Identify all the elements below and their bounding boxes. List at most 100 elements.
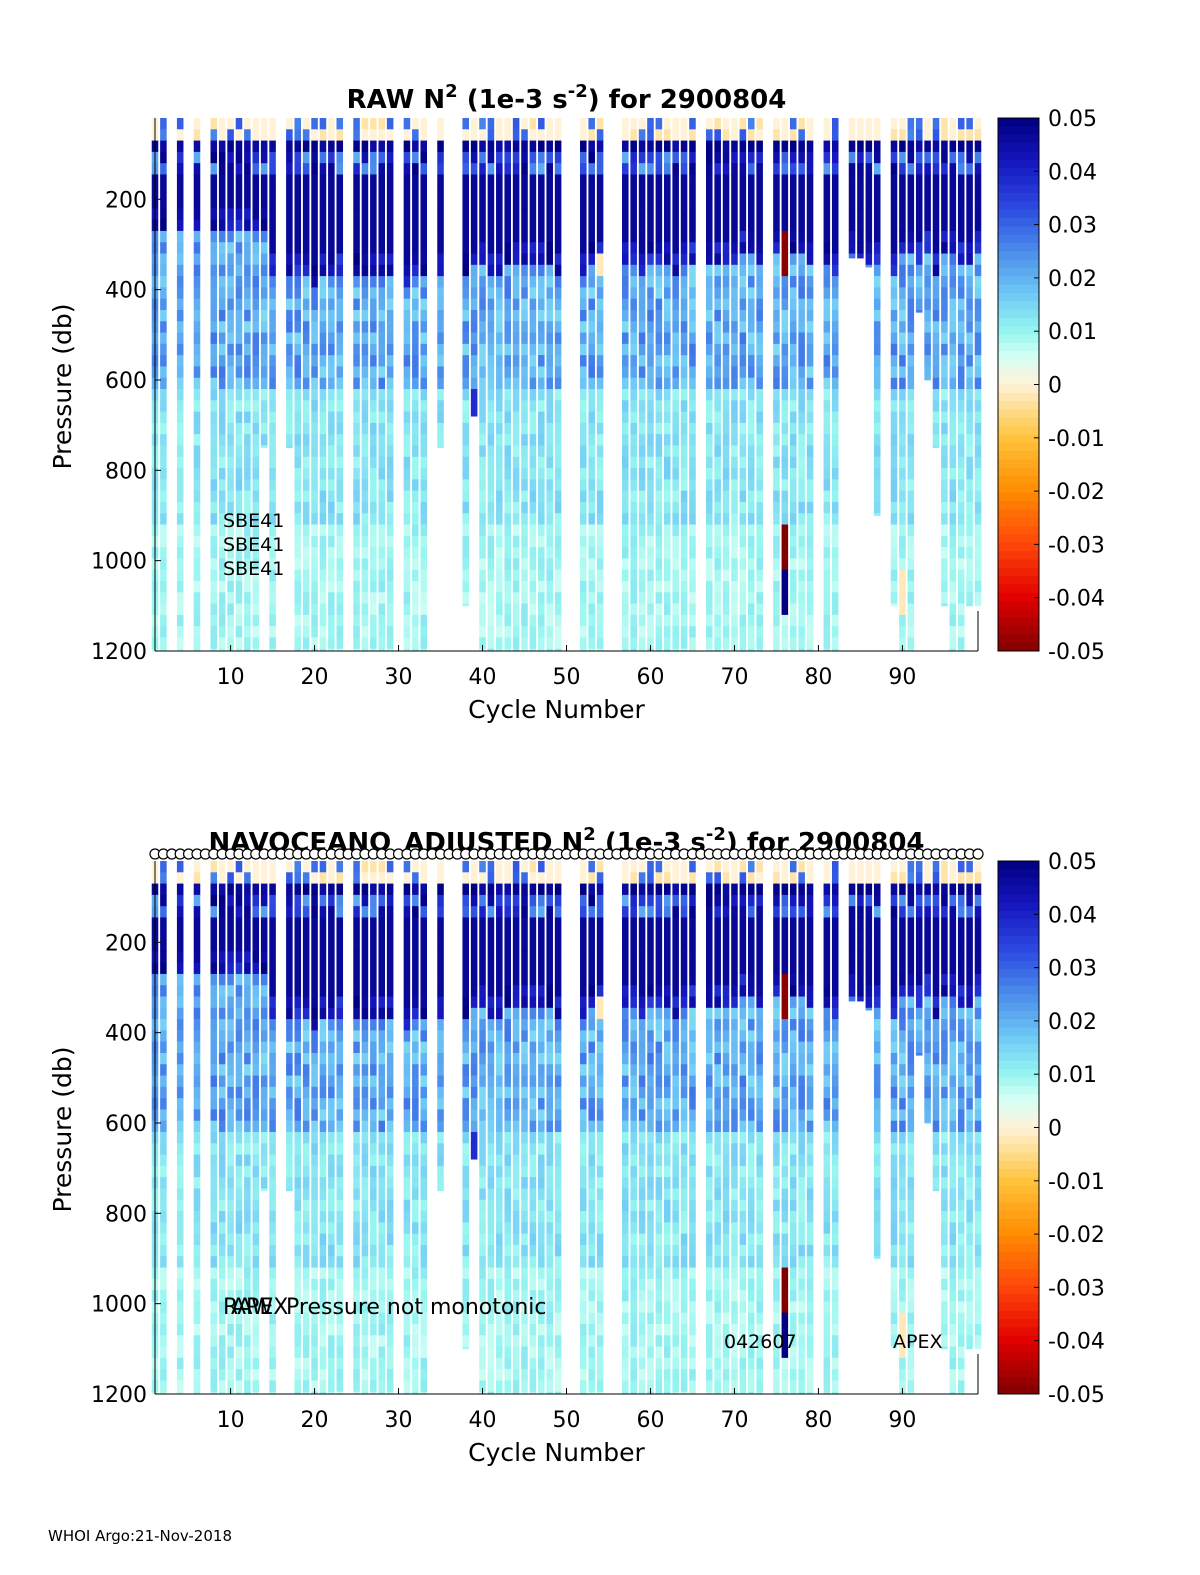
data-cell xyxy=(386,197,394,209)
data-cell xyxy=(176,1165,184,1178)
data-cell xyxy=(873,230,881,243)
data-cell xyxy=(941,287,948,300)
data-cell xyxy=(966,253,973,266)
data-cell xyxy=(361,479,369,492)
data-cell xyxy=(521,253,528,266)
data-cell xyxy=(596,445,604,458)
data-cell xyxy=(689,411,696,424)
data-cell xyxy=(462,592,469,604)
data-cell xyxy=(756,456,763,469)
data-cell xyxy=(538,264,545,277)
data-cell xyxy=(496,580,503,593)
data-cell xyxy=(655,264,663,277)
data-cell xyxy=(529,309,537,322)
data-cell xyxy=(336,343,344,356)
data-cell xyxy=(260,1188,268,1192)
data-cell xyxy=(865,140,873,153)
data-cell xyxy=(361,1109,369,1122)
data-cell xyxy=(747,524,755,537)
data-cell xyxy=(554,185,562,198)
data-cell xyxy=(386,951,394,964)
data-cell xyxy=(294,355,302,367)
data-cell xyxy=(638,569,646,582)
data-cell xyxy=(714,558,721,571)
data-cell xyxy=(386,118,394,130)
data-cell xyxy=(554,614,562,627)
data-cell xyxy=(731,490,738,503)
data-cell xyxy=(193,614,201,627)
data-cell xyxy=(370,1165,377,1178)
data-cell xyxy=(672,309,679,322)
data-cell xyxy=(596,219,604,232)
data-cell xyxy=(580,219,587,232)
data-cell xyxy=(252,208,260,221)
data-cell xyxy=(269,468,276,480)
data-cell xyxy=(235,355,243,367)
data-cell xyxy=(705,490,713,503)
data-cell xyxy=(739,174,747,187)
data-cell xyxy=(193,468,201,480)
data-cell xyxy=(218,535,226,548)
data-cell xyxy=(873,151,881,164)
data-cell xyxy=(294,558,302,571)
data-cell xyxy=(949,524,957,537)
data-cell xyxy=(689,569,696,582)
data-cell xyxy=(907,445,915,458)
data-cell xyxy=(235,118,243,130)
data-cell xyxy=(966,219,973,232)
data-cell xyxy=(302,1007,310,1020)
data-cell xyxy=(899,479,906,492)
data-cell xyxy=(235,1075,243,1088)
data-cell xyxy=(521,185,528,198)
data-cell xyxy=(302,973,310,986)
data-cell xyxy=(941,490,948,503)
data-cell xyxy=(235,264,243,277)
data-cell xyxy=(302,1369,310,1381)
data-cell xyxy=(227,163,234,175)
data-cell xyxy=(193,400,201,413)
data-cell xyxy=(538,603,545,616)
data-cell xyxy=(789,276,797,288)
data-cell xyxy=(890,524,898,537)
data-cell xyxy=(974,513,982,525)
data-cell xyxy=(235,276,243,288)
data-cell xyxy=(311,1098,318,1110)
data-cell xyxy=(260,219,268,232)
data-cell xyxy=(403,468,411,480)
data-cell xyxy=(218,973,226,986)
data-cell xyxy=(244,883,251,896)
data-cell xyxy=(890,456,898,469)
data-cell xyxy=(235,422,243,435)
data-cell xyxy=(747,242,755,254)
cycle-column xyxy=(546,118,553,652)
data-cell xyxy=(521,603,528,616)
data-cell xyxy=(361,1041,369,1054)
data-cell xyxy=(193,603,201,616)
data-cell xyxy=(378,1391,386,1395)
data-cell xyxy=(873,434,881,446)
data-cell xyxy=(227,1312,234,1325)
data-cell xyxy=(554,535,562,548)
data-cell xyxy=(638,524,646,537)
data-cell xyxy=(731,389,738,401)
data-cell xyxy=(319,1267,327,1280)
data-cell xyxy=(899,264,906,277)
data-cell xyxy=(672,118,679,130)
data-cell xyxy=(302,490,310,503)
colorbar-tick-label: 0.03 xyxy=(1048,214,1097,239)
data-cell xyxy=(957,524,965,537)
data-cell xyxy=(353,580,360,593)
data-cell xyxy=(260,242,268,254)
data-cell xyxy=(798,501,805,514)
data-cell xyxy=(504,422,511,435)
data-cell xyxy=(873,479,881,492)
data-cell xyxy=(957,276,965,288)
data-cell xyxy=(370,872,377,884)
data-cell xyxy=(210,242,218,254)
colorbar-segment xyxy=(998,159,1039,169)
data-cell xyxy=(302,894,310,907)
data-cell xyxy=(227,580,234,593)
data-cell xyxy=(294,1075,302,1088)
data-cell xyxy=(957,163,965,175)
data-cell xyxy=(504,151,511,164)
